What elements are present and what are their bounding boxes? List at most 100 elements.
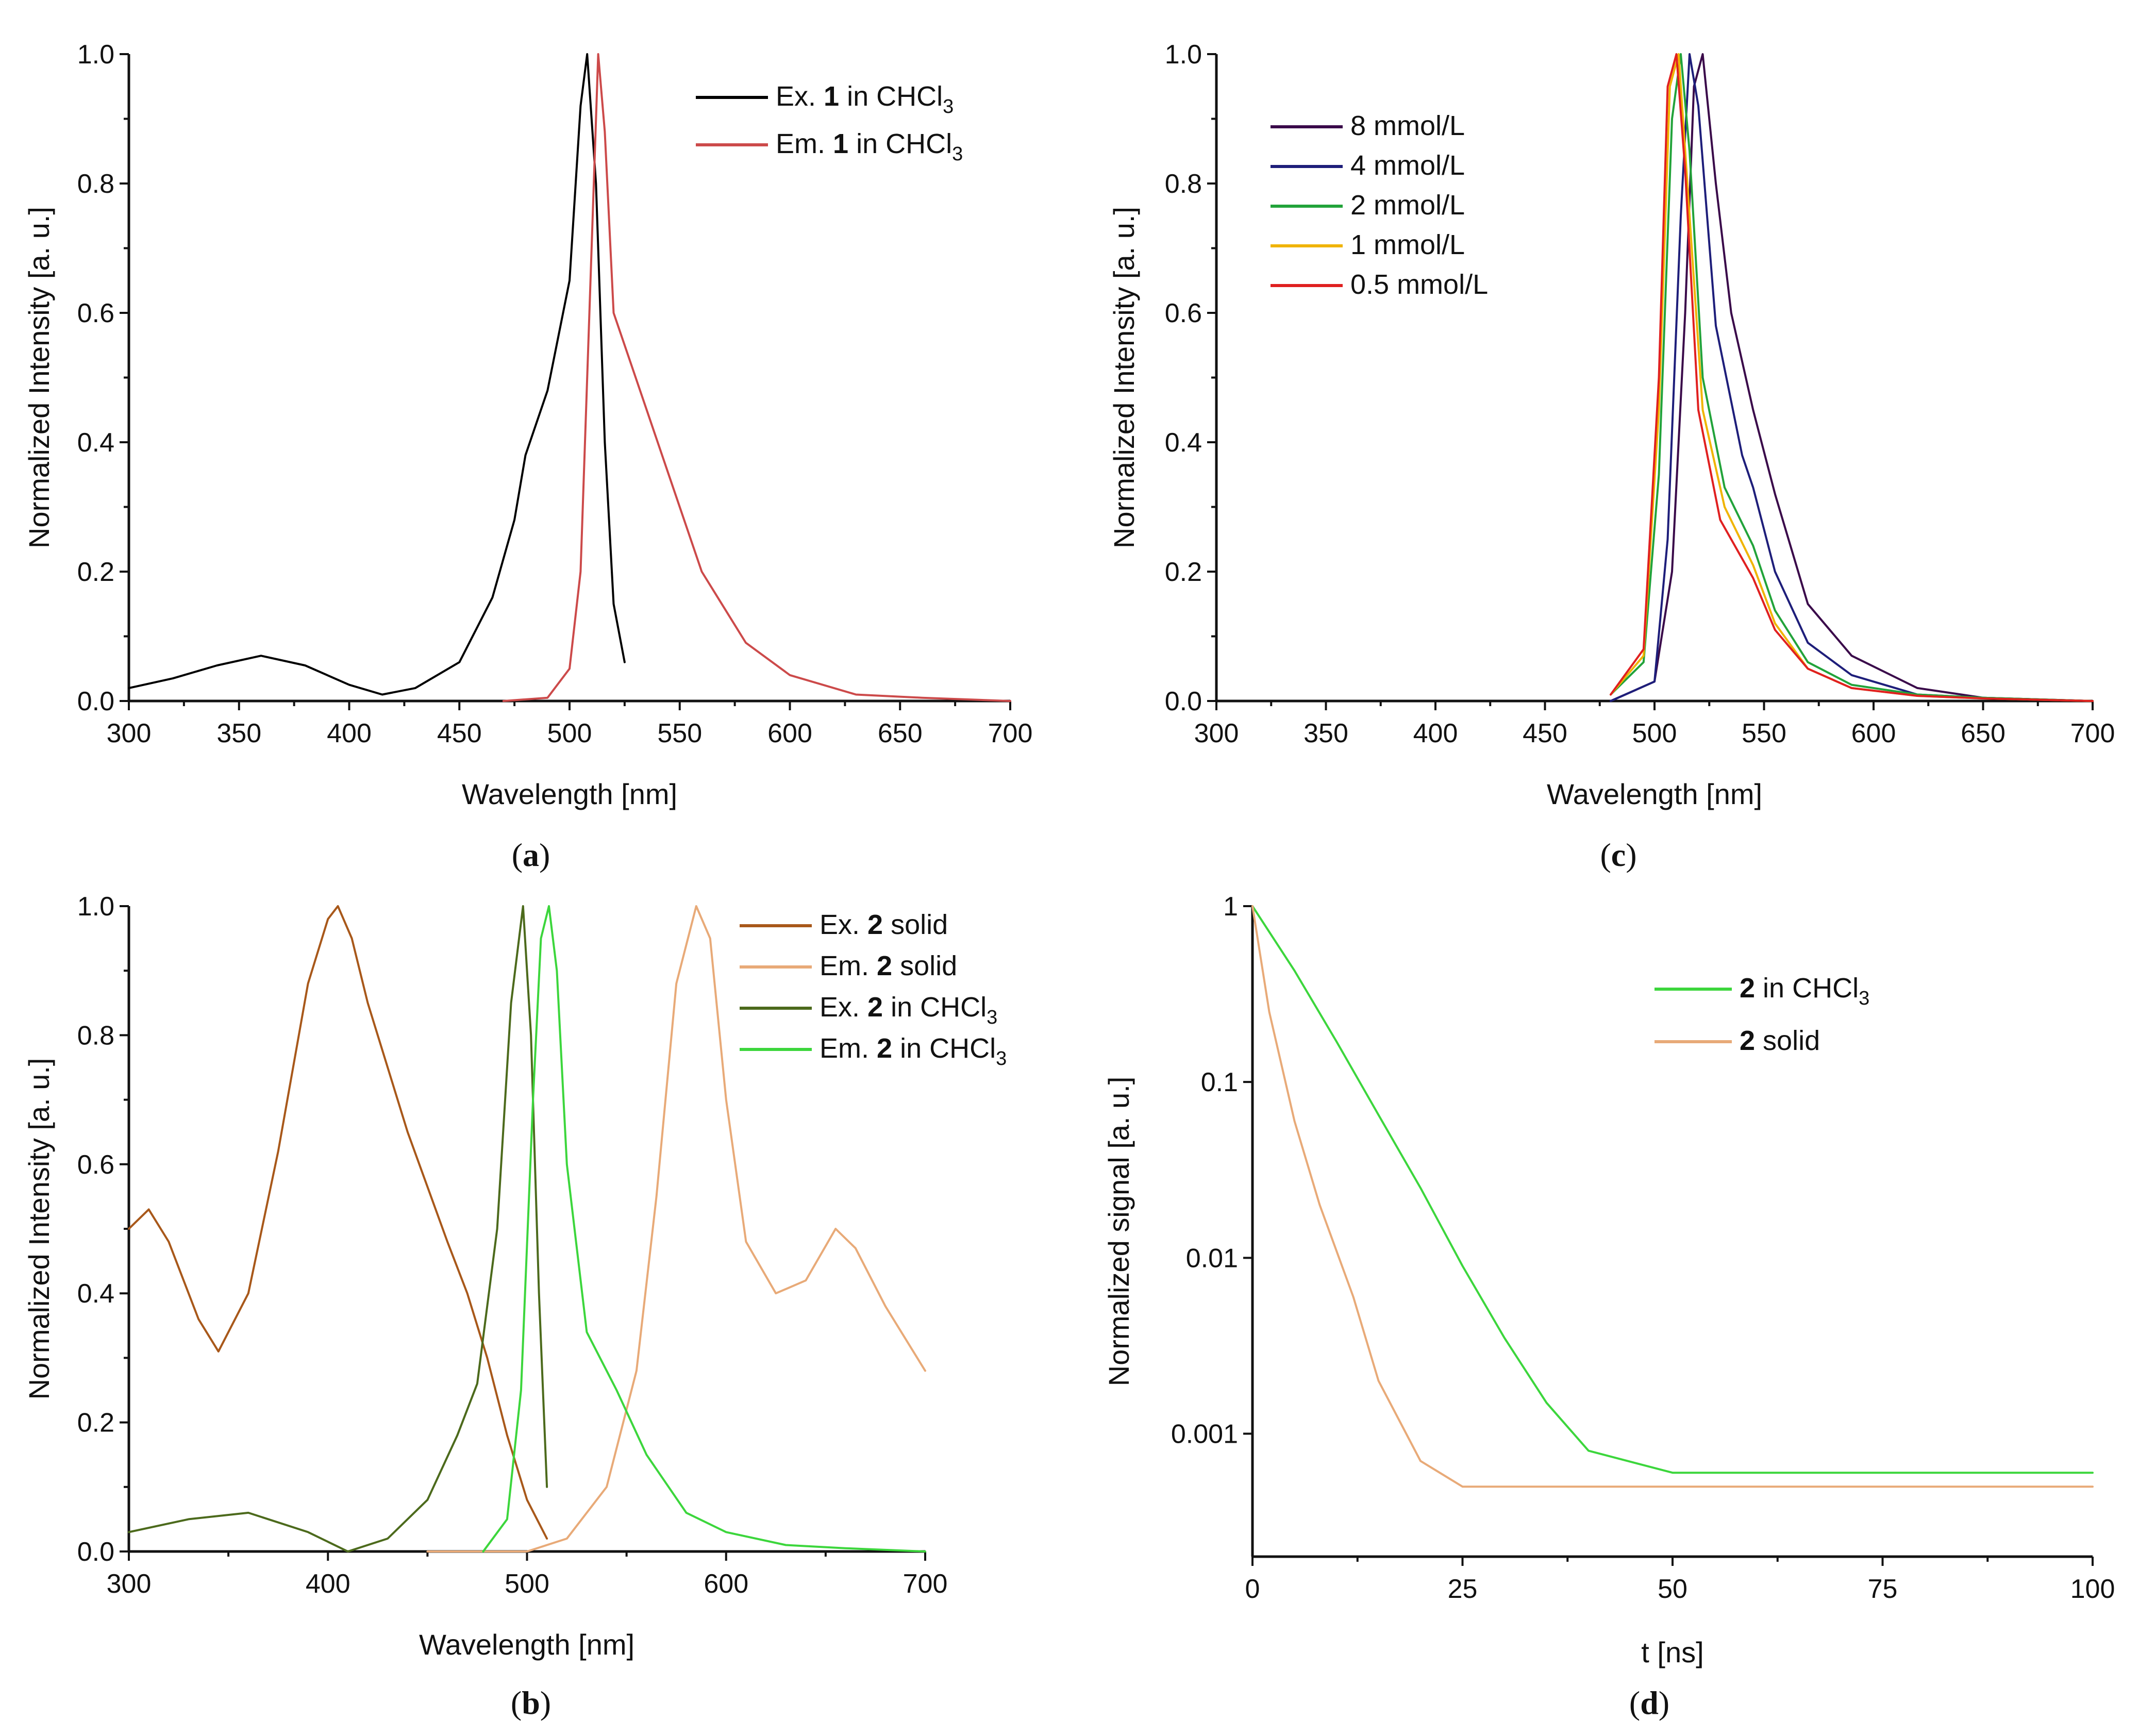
panel-caption: (b)	[511, 1684, 551, 1721]
x-axis-title: Wavelength [nm]	[419, 1628, 634, 1661]
y-tick-label: 0.4	[77, 428, 114, 458]
panel-caption: (c)	[1600, 837, 1636, 873]
panel-caption-letter: b	[522, 1684, 540, 1721]
legend-label: 4 mmol/L	[1350, 150, 1465, 181]
x-tick-label: 400	[327, 719, 372, 748]
x-tick-label: 75	[1868, 1574, 1898, 1604]
x-tick-label: 500	[547, 719, 592, 748]
y-tick-label: 1.0	[77, 892, 114, 922]
x-tick-label: 600	[767, 719, 812, 748]
legend-label-subscript: 3	[987, 1007, 997, 1028]
y-tick-label: 0.4	[1165, 428, 1202, 458]
panel-caption-letter: a	[523, 837, 539, 873]
series-line-3	[482, 905, 926, 1553]
y-axis-title: Normalized Intensity [a. u.]	[23, 1058, 55, 1400]
series-line-0	[1610, 53, 2094, 702]
y-tick-label: 1.0	[1165, 40, 1202, 70]
legend-label-bold: 1	[833, 128, 848, 159]
chart-panel-d: 0 25 50 75 100 0.001 0.01 0.1 1 t [ns] Normalized …	[1102, 892, 2115, 1721]
y-tick-label: 0.1	[1201, 1067, 1238, 1097]
panel-caption-letter: d	[1640, 1684, 1659, 1721]
legend-label: Em. 2 in CHCl3	[820, 1033, 1007, 1070]
series-line-0	[128, 905, 548, 1540]
y-tick-label: 0.2	[77, 1408, 114, 1438]
chart-panel-b: 300 400 500 600 700 0.0 0.2 0.4 0.6 0.8 1.0 Wavelen…	[23, 892, 1007, 1721]
legend-label-prefix: Em.	[820, 1033, 877, 1064]
panel-caption-close: )	[539, 837, 550, 873]
x-tick-label: 500	[1632, 719, 1677, 748]
x-tick-label: 400	[1413, 719, 1458, 748]
x-tick-label: 700	[903, 1569, 948, 1599]
legend-label-prefix: 0.5 mmol/L	[1350, 269, 1488, 300]
legend-label: Em. 2 solid	[820, 950, 957, 981]
legend-label-suffix: in CHCl	[1755, 973, 1859, 1004]
y-tick-label: 0.0	[1165, 687, 1202, 716]
legend-label-bold: 2	[877, 1033, 892, 1064]
legend-label-suffix: in CHCl	[839, 81, 943, 112]
legend-label-suffix: solid	[892, 950, 957, 981]
y-tick-label: 0.2	[77, 557, 114, 587]
y-axis-title: Normalized Intensity [a. u.]	[1108, 207, 1140, 548]
legend-label: 8 mmol/L	[1350, 110, 1465, 141]
x-tick-label: 700	[988, 719, 1033, 748]
y-tick-label: 0.8	[77, 169, 114, 199]
x-tick-label: 350	[216, 719, 261, 748]
series-line-1	[426, 905, 926, 1553]
panel-caption-close: )	[1626, 837, 1636, 873]
y-tick-label: 0.6	[77, 1150, 114, 1180]
y-tick-label: 0.001	[1171, 1420, 1238, 1449]
series-line-1	[1251, 905, 2094, 1488]
legend-label-bold: 1	[824, 81, 839, 112]
chart-panel-c: 300 350 400 450 500 550 600 650 700 0.0 0.2 0.4 0.6 0…	[1108, 40, 2115, 873]
x-axis-title: Wavelength [nm]	[462, 778, 677, 810]
legend-label-prefix: 4 mmol/L	[1350, 150, 1465, 181]
x-tick-label: 25	[1448, 1574, 1478, 1604]
series-line-1	[502, 53, 1011, 702]
x-tick-label: 550	[657, 719, 702, 748]
y-axis-title: Normalized signal [a. u.]	[1102, 1077, 1135, 1387]
x-tick-label: 550	[1742, 719, 1786, 748]
x-tick-label: 500	[505, 1569, 549, 1599]
panel-caption-open: (	[1600, 837, 1611, 873]
legend-label-prefix: 8 mmol/L	[1350, 110, 1465, 141]
y-tick-label: 1	[1223, 892, 1238, 922]
legend-label-bold: 2	[867, 909, 883, 940]
legend-label-bold: 2	[1740, 973, 1755, 1004]
x-tick-label: 300	[107, 1569, 152, 1599]
y-tick-label: 0.0	[77, 687, 114, 716]
x-axis-title: t [ns]	[1641, 1636, 1703, 1668]
legend-label: Ex. 1 in CHCl3	[776, 81, 954, 118]
x-tick-label: 50	[1658, 1574, 1687, 1604]
y-tick-label: 0.6	[77, 298, 114, 328]
legend-label-prefix: Ex.	[820, 992, 867, 1023]
y-tick-label: 0.8	[77, 1021, 114, 1050]
legend-label: 2 solid	[1740, 1025, 1820, 1056]
legend-label-prefix: Em.	[776, 128, 833, 159]
x-tick-label: 650	[878, 719, 923, 748]
legend-label-prefix: Em.	[820, 950, 877, 981]
chart-panel-a: 300 350 400 450 500 550 600 650 700 0.0 0.2 0.4 0.6 0…	[23, 40, 1032, 873]
legend-label-suffix: solid	[883, 909, 948, 940]
x-tick-label: 450	[1523, 719, 1567, 748]
legend-label-suffix: in CHCl	[892, 1033, 996, 1064]
legend-label-prefix: Ex.	[776, 81, 824, 112]
legend-label: 0.5 mmol/L	[1350, 269, 1488, 300]
legend-label: Ex. 2 solid	[820, 909, 948, 940]
panel-caption-close: )	[1659, 1684, 1669, 1721]
legend-label-prefix: 1 mmol/L	[1350, 229, 1465, 260]
legend-label-prefix: Ex.	[820, 909, 867, 940]
x-tick-label: 400	[306, 1569, 350, 1599]
x-tick-label: 700	[2070, 719, 2115, 748]
y-axis-title: Normalized Intensity [a. u.]	[23, 207, 55, 548]
series-line-0	[128, 53, 626, 696]
panel-caption: (a)	[512, 837, 550, 873]
legend-label: 2 in CHCl3	[1740, 973, 1869, 1009]
y-tick-label: 0.8	[1165, 169, 1202, 199]
panel-caption-open: (	[1629, 1684, 1640, 1721]
legend-label: Ex. 2 in CHCl3	[820, 992, 997, 1028]
legend-label: Em. 1 in CHCl3	[776, 128, 963, 165]
x-tick-label: 600	[1851, 719, 1896, 748]
series-line-0	[1251, 905, 2094, 1474]
x-axis-title: Wavelength [nm]	[1547, 778, 1762, 810]
x-tick-label: 450	[437, 719, 482, 748]
